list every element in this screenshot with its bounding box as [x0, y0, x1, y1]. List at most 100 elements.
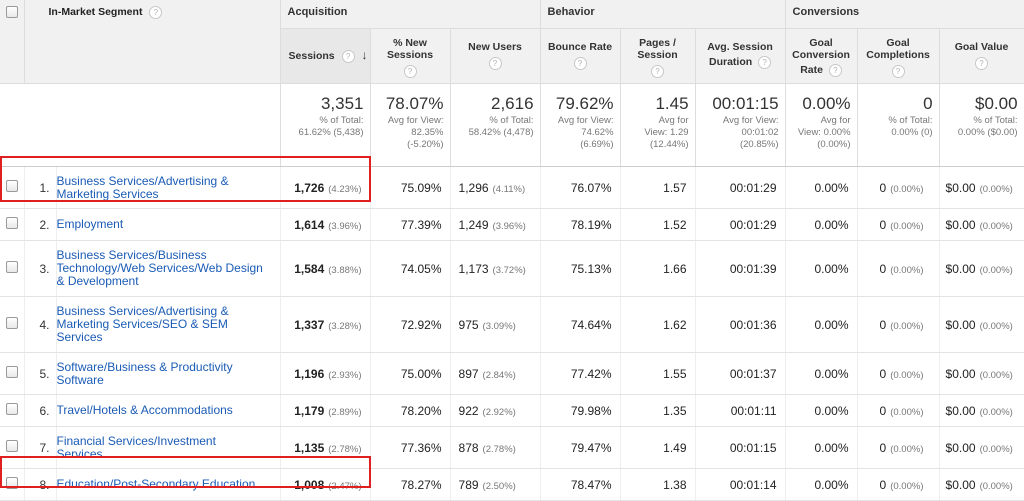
new-users-help-icon[interactable]: ? [488, 57, 502, 70]
col-new-sessions-line2: Sessions [386, 49, 434, 61]
new-users-pct: (2.84%) [482, 369, 516, 381]
dimension-help-icon[interactable]: ? [149, 6, 163, 19]
new-users-pct: (3.96%) [492, 220, 526, 232]
new-sessions-cell: 78.20% [370, 394, 451, 427]
col-new-sessions[interactable]: % New Sessions ? [370, 28, 451, 84]
new-sessions-cell: 77.36% [370, 426, 451, 469]
sessions-help-icon[interactable]: ? [341, 50, 355, 63]
bounce-rate-cell: 74.64% [540, 296, 621, 353]
segment-link[interactable]: Travel/Hotels & Accommodations [56, 403, 233, 417]
row-index: 4. [24, 296, 57, 353]
goal-conv-help-icon[interactable]: ? [828, 64, 842, 77]
segment-link[interactable]: Business Services/Advertising & Marketing… [56, 173, 229, 201]
segment-link[interactable]: Software/Business & Productivity Software [56, 359, 233, 387]
dimension-label: In-Market Segment [48, 6, 143, 18]
goal-completions-cell: 0 (0.00%) [857, 240, 940, 297]
row-checkbox[interactable] [5, 180, 18, 192]
col-sessions-label: Sessions [288, 50, 335, 62]
total-goal-value: $0.00% of Total: 0.00% ($0.00) [939, 83, 1024, 167]
new-users-pct: (2.50%) [482, 480, 516, 492]
segment-link[interactable]: Business Services/Business Technology/Web… [56, 248, 263, 288]
col-goal-conv-line1: Goal [809, 37, 833, 49]
goal-value-help-icon[interactable]: ? [975, 57, 989, 70]
sort-descending-icon[interactable]: ↓ [361, 48, 368, 62]
bounce-rate-cell: 79.47% [540, 426, 621, 469]
new-users-cell: 878 (2.78%) [450, 426, 541, 469]
avg-duration-help-icon[interactable]: ? [758, 56, 772, 69]
row-checkbox-cell [0, 468, 25, 501]
sessions-pct: (2.78%) [328, 443, 362, 455]
row-checkbox-cell [0, 240, 25, 297]
segment-cell: Software/Business & Productivity Software [56, 352, 281, 395]
goal-value-pct: (0.00%) [979, 264, 1013, 276]
segment-link[interactable]: Education/Post-Secondary Education [56, 477, 256, 491]
row-index: 3. [24, 240, 57, 297]
select-all-checkbox[interactable] [5, 6, 18, 18]
bounce-rate-help-icon[interactable]: ? [573, 57, 587, 70]
goal-conversion-rate-cell: 0.00% [785, 166, 858, 209]
group-conversions: Conversions [785, 0, 1024, 29]
goal-value-value: $0.00 [945, 217, 976, 232]
row-checkbox[interactable] [5, 217, 18, 229]
new-users-value: 975 [458, 317, 479, 332]
bounce-rate-cell: 76.07% [540, 166, 621, 209]
goal-value-value: $0.00 [945, 180, 976, 195]
row-checkbox[interactable] [5, 261, 18, 273]
segment-link[interactable]: Financial Services/Investment Services [56, 433, 216, 461]
sessions-cell: 1,196 (2.93%) [280, 352, 371, 395]
row-checkbox[interactable] [5, 317, 18, 329]
col-goal-completions[interactable]: Goal Completions ? [857, 28, 940, 84]
col-sessions[interactable]: Sessions ? ↓ [280, 28, 371, 84]
goal-value-pct: (0.00%) [979, 320, 1013, 332]
col-pages-session[interactable]: Pages / Session ? [620, 28, 696, 84]
row-checkbox-cell [0, 394, 25, 427]
segment-link[interactable]: Business Services/Advertising & Marketing… [56, 304, 229, 344]
col-goal-conversion-rate[interactable]: Goal Conversion Rate ? [785, 28, 858, 84]
goal-value-pct: (0.00%) [979, 369, 1013, 381]
goal-value-cell: $0.00 (0.00%) [939, 240, 1024, 297]
dimension-header[interactable]: In-Market Segment ? [24, 0, 281, 84]
avg-duration-cell: 00:01:11 [695, 394, 786, 427]
goal-value-value: $0.00 [945, 317, 976, 332]
total-sessions: 3,351% of Total: 61.62% (5,438) [280, 83, 371, 167]
col-new-users[interactable]: New Users ? [450, 28, 541, 84]
row-index: 6. [24, 394, 57, 427]
goal-completions-help-icon[interactable]: ? [891, 65, 905, 78]
total-new-users: 2,616% of Total: 58.42% (4,478) [450, 83, 541, 167]
select-all-cell [0, 0, 25, 84]
col-goal-conv-line2: Conversion [792, 49, 850, 61]
pages-session-help-icon[interactable]: ? [651, 65, 665, 78]
col-bounce-rate[interactable]: Bounce Rate ? [540, 28, 621, 84]
new-users-pct: (2.92%) [482, 406, 516, 418]
goal-value-cell: $0.00 (0.00%) [939, 166, 1024, 209]
sessions-cell: 1,584 (3.88%) [280, 240, 371, 297]
col-pages-session-line2: Session [637, 49, 678, 61]
row-checkbox[interactable] [5, 440, 18, 452]
total-new-sessions: 78.07% Avg for View: 82.35% (-5.20%) [370, 83, 451, 167]
sessions-value: 1,584 [294, 261, 325, 276]
new-sessions-help-icon[interactable]: ? [403, 65, 417, 78]
sessions-value: 1,135 [294, 440, 325, 455]
sessions-pct: (3.28%) [328, 320, 362, 332]
row-checkbox[interactable] [5, 477, 18, 489]
sessions-pct: (3.96%) [328, 220, 362, 232]
goal-value-pct: (0.00%) [979, 406, 1013, 418]
row-checkbox[interactable] [5, 366, 18, 378]
segment-link[interactable]: Employment [56, 217, 124, 231]
new-users-cell: 897 (2.84%) [450, 352, 541, 395]
row-index: 2. [24, 208, 57, 241]
new-users-cell: 975 (3.09%) [450, 296, 541, 353]
goal-completions-pct: (0.00%) [890, 443, 924, 455]
bounce-rate-cell: 77.42% [540, 352, 621, 395]
goal-completions-cell: 0 (0.00%) [857, 468, 940, 501]
row-checkbox[interactable] [5, 403, 18, 415]
col-avg-duration[interactable]: Avg. Session Duration ? [695, 28, 786, 84]
sessions-value: 1,179 [294, 403, 325, 418]
new-users-value: 1,249 [458, 217, 489, 232]
col-goal-value[interactable]: Goal Value ? [939, 28, 1024, 84]
new-users-value: 1,173 [458, 261, 489, 276]
row-index: 7. [24, 426, 57, 469]
col-new-sessions-line1: % New [393, 37, 427, 49]
table-row: 6. Travel/Hotels & Accommodations 1,179 (… [0, 394, 1024, 427]
new-users-pct: (2.78%) [482, 443, 516, 455]
